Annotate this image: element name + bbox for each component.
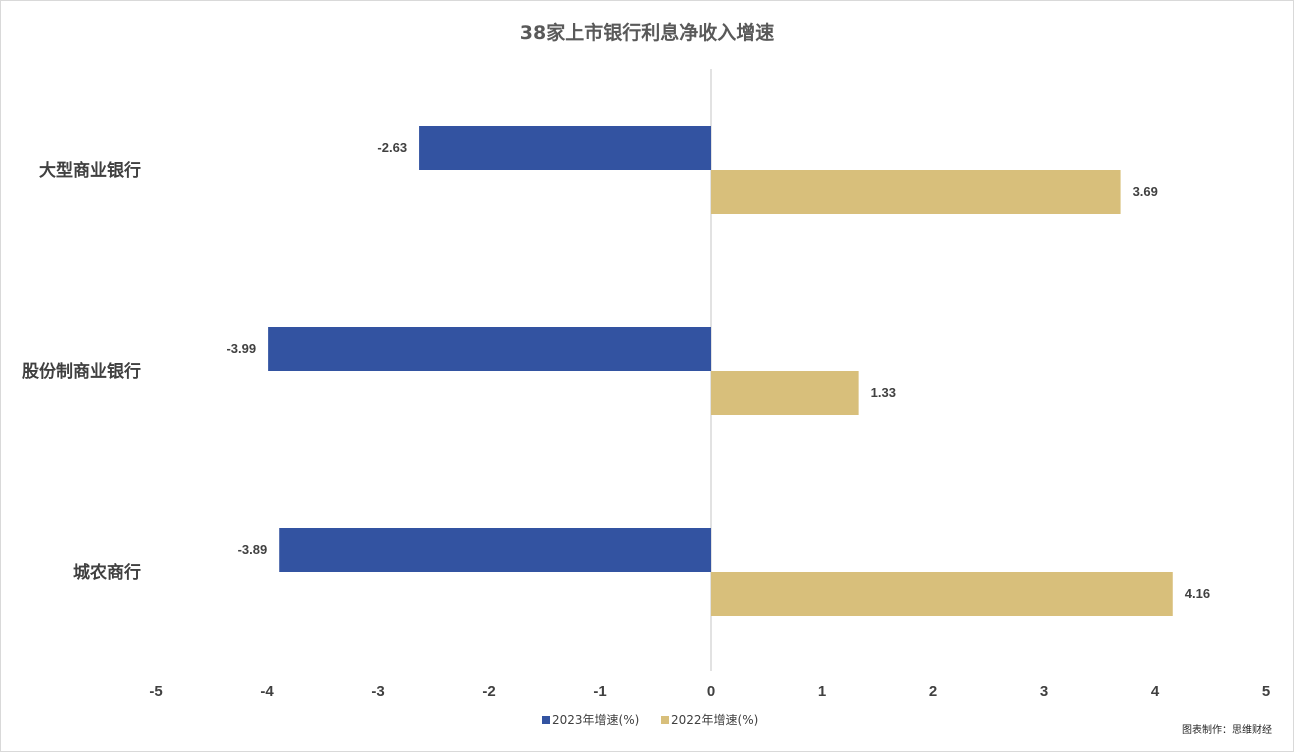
x-tick-label: 5 — [1262, 683, 1270, 700]
chart-credit: 图表制作：思维财经 — [1182, 723, 1272, 736]
x-tick-label: 4 — [1151, 683, 1160, 700]
bar-series-1 — [419, 126, 711, 170]
x-tick-label: 2 — [929, 683, 937, 700]
data-label: 4.16 — [1185, 586, 1210, 601]
x-tick-label: -3 — [371, 683, 384, 700]
bar-series-1 — [279, 528, 711, 572]
legend-swatch — [542, 716, 550, 724]
category-label: 大型商业银行 — [39, 160, 141, 181]
data-label: 3.69 — [1133, 184, 1158, 199]
x-tick-label: -1 — [593, 683, 606, 700]
data-label: -3.99 — [226, 341, 256, 356]
x-tick-label: 0 — [707, 683, 715, 700]
bars — [268, 126, 1173, 616]
x-tick-label: 1 — [818, 683, 826, 700]
legend-label: 2022年增速(%) — [671, 713, 758, 727]
legend-label: 2023年增速(%) — [552, 713, 639, 727]
category-label: 股份制商业银行 — [22, 361, 141, 382]
data-label: -2.63 — [377, 140, 407, 155]
x-tick-label: -5 — [149, 683, 162, 700]
legend: 2023年增速(%) 2022年增速(%) — [542, 713, 758, 727]
data-label: 1.33 — [871, 385, 896, 400]
x-tick-label: -2 — [482, 683, 495, 700]
chart-title: 38家上市银行利息净收入增速 — [520, 21, 774, 44]
bar-series-2 — [711, 371, 859, 415]
x-tick-label: -4 — [260, 683, 274, 700]
x-axis-tick-labels: -5 -4 -3 -2 -1 0 1 2 3 4 5 — [149, 683, 1270, 700]
bar-series-1 — [268, 327, 711, 371]
bar-series-2 — [711, 572, 1173, 616]
x-tick-label: 3 — [1040, 683, 1048, 700]
category-label: 城农商行 — [73, 562, 141, 583]
data-labels: -2.63 3.69 -3.99 1.33 -3.89 4.16 — [226, 140, 1210, 601]
data-label: -3.89 — [238, 542, 268, 557]
bar-series-2 — [711, 170, 1121, 214]
legend-swatch — [661, 716, 669, 724]
